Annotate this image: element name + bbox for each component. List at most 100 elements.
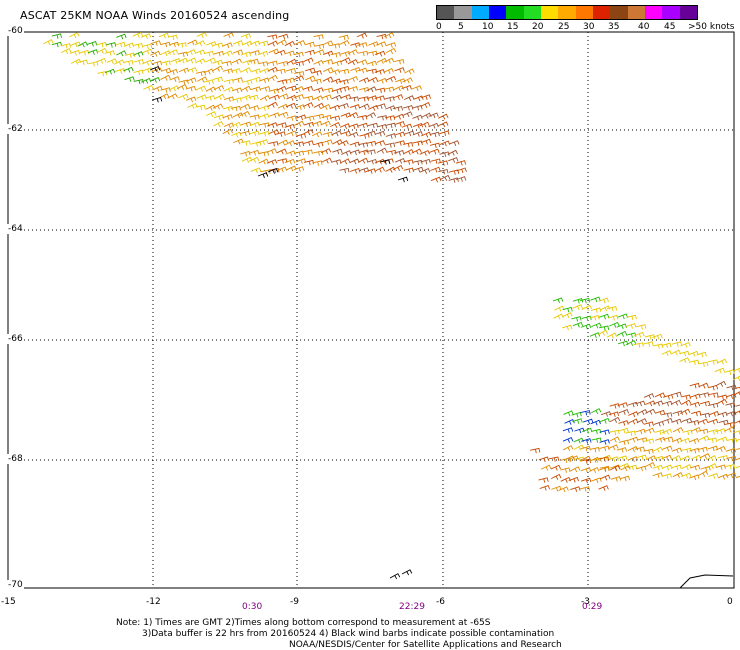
wind-barb [349, 104, 361, 110]
wind-barb [590, 307, 602, 313]
wind-barb [374, 95, 385, 101]
wind-barb [562, 427, 574, 433]
wind-barb [562, 436, 574, 443]
wind-barb [662, 436, 674, 443]
wind-barb [329, 43, 340, 49]
wind-barb [340, 130, 351, 137]
wind-barb [341, 150, 352, 157]
wind-barb [304, 49, 315, 56]
wind-barb [662, 400, 673, 407]
wind-barb [285, 67, 297, 74]
wind-barb [413, 166, 424, 173]
wind-barb [143, 84, 154, 91]
wind-barb [338, 102, 349, 109]
wind-barb [606, 332, 618, 339]
wind-barb [589, 315, 600, 321]
wind-barb [706, 437, 718, 443]
wind-barb [455, 160, 467, 166]
wind-barb [609, 416, 621, 423]
wind-barb [357, 42, 368, 48]
wind-barb [620, 465, 631, 472]
legend-label: 45 [664, 22, 676, 32]
wind-barb [331, 130, 342, 137]
wind-barb [392, 165, 404, 172]
wind-barb [323, 50, 334, 57]
wind-barb [293, 86, 304, 92]
wind-barb [385, 75, 397, 82]
wind-barb [357, 157, 369, 164]
legend-swatch [454, 6, 472, 19]
wind-barb [455, 176, 467, 182]
wind-barb [311, 131, 323, 138]
wind-barb [338, 79, 349, 85]
wind-barb [680, 394, 691, 400]
wind-barb [330, 121, 341, 128]
wind-barb [599, 417, 610, 424]
legend-swatch [558, 6, 576, 19]
wind-barb [411, 85, 422, 92]
wind-barb [222, 114, 233, 120]
wind-barb [311, 120, 323, 127]
wind-barb [628, 411, 639, 418]
wind-barb [618, 439, 629, 446]
wind-barb [149, 65, 161, 72]
wind-barb [294, 39, 306, 46]
wind-barb [313, 141, 324, 148]
wind-barb [645, 408, 656, 415]
wind-barb [277, 79, 288, 85]
wind-barb [715, 464, 726, 470]
wind-barb [568, 476, 580, 483]
wind-barb [707, 445, 719, 452]
wind-barb [124, 52, 136, 58]
wind-barb [551, 485, 562, 492]
wind-barb [212, 42, 224, 48]
wind-barb [726, 455, 737, 462]
wind-barb [707, 359, 719, 365]
wind-barb [549, 456, 560, 462]
latitude-label: -64 [7, 224, 24, 234]
wind-barb [86, 41, 98, 47]
wind-barb [43, 39, 54, 46]
legend-swatch [662, 6, 680, 19]
wind-barb [222, 68, 234, 74]
map-frame [7, 31, 735, 589]
wind-barb [412, 140, 423, 146]
wind-barb [402, 77, 413, 84]
wind-barb [267, 34, 278, 40]
wind-barb [572, 298, 584, 304]
wind-barb [176, 84, 188, 91]
wind-barb [233, 138, 244, 145]
wind-barb [401, 569, 413, 576]
wind-barb [106, 58, 118, 65]
wind-barb [589, 332, 601, 338]
wind-barb [305, 75, 316, 82]
wind-barb [313, 113, 325, 120]
wind-barb [322, 76, 334, 83]
wind-barb [323, 87, 334, 93]
wind-barb [718, 419, 729, 426]
wind-barb [707, 384, 719, 391]
wind-barb [77, 41, 88, 48]
wind-barb [51, 33, 62, 39]
wind-barb [293, 166, 305, 172]
wind-barb [560, 457, 571, 464]
wind-barb [437, 160, 449, 166]
wind-barb [688, 350, 699, 357]
wind-barb [644, 334, 656, 340]
wind-barb [655, 436, 666, 443]
wind-barb [186, 77, 197, 84]
wind-barb [348, 131, 359, 138]
wind-barb [259, 113, 270, 120]
wind-barb [266, 148, 277, 155]
wind-barb [599, 445, 610, 451]
wind-barb [383, 68, 394, 74]
wind-barb [643, 438, 655, 444]
wind-barb [212, 65, 224, 72]
wind-barb [393, 113, 405, 120]
wind-barb [580, 477, 592, 484]
wind-barb [132, 31, 144, 38]
wind-barb [717, 436, 728, 443]
wind-barb [194, 40, 206, 47]
wind-barb [550, 464, 561, 471]
note-line-2: 3)Data buffer is 22 hrs from 20160524 4)… [142, 629, 555, 639]
